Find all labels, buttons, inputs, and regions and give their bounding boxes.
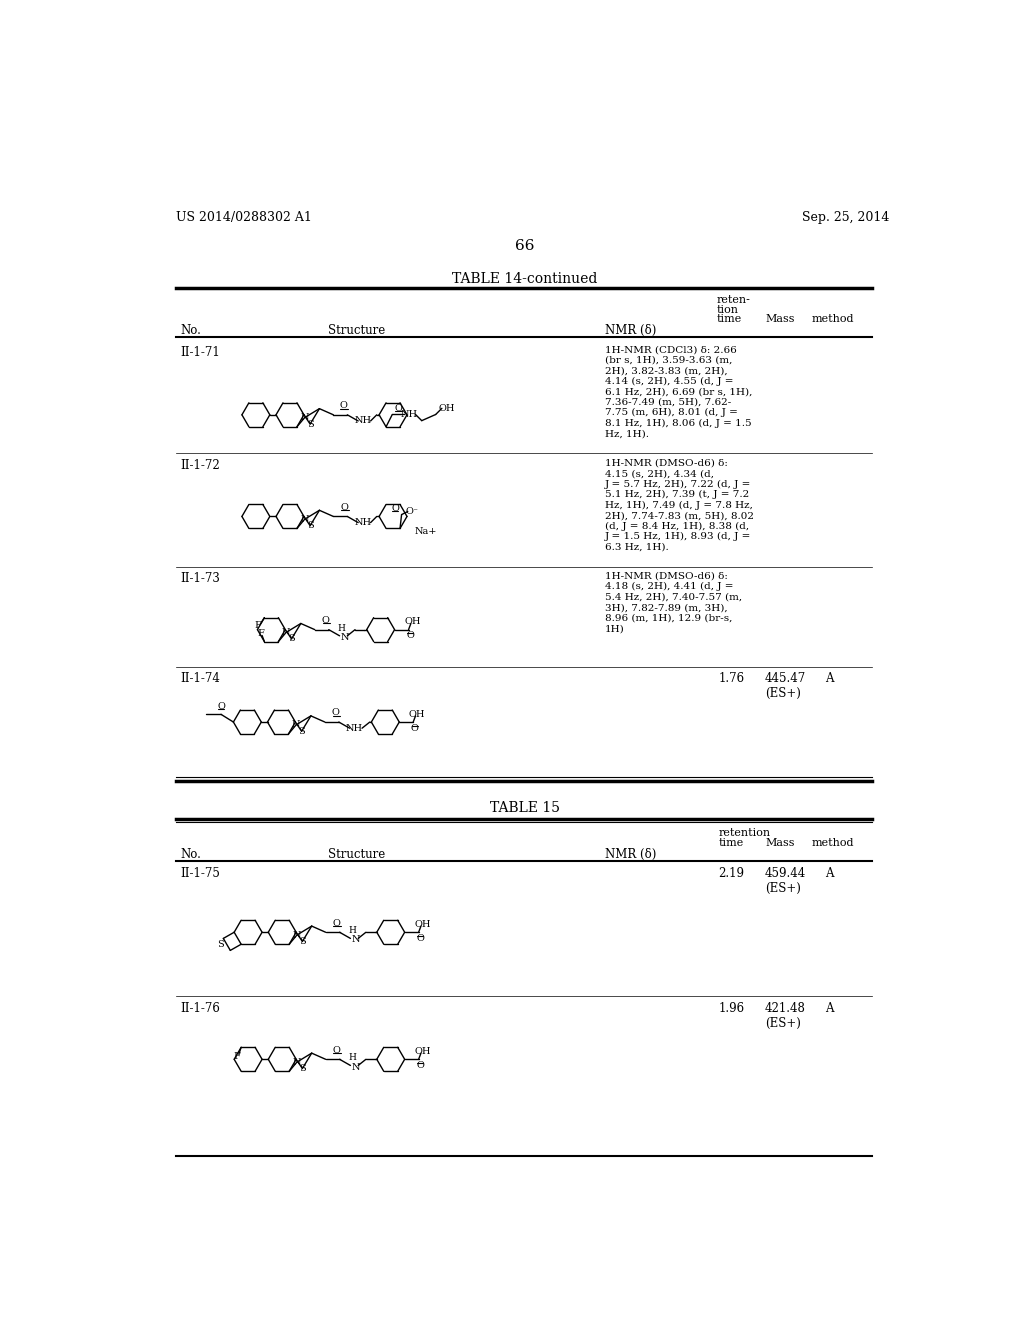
Text: 421.48
(ES+): 421.48 (ES+) — [765, 1002, 806, 1030]
Text: No.: No. — [180, 323, 202, 337]
Text: N: N — [293, 1057, 301, 1067]
Text: S: S — [307, 521, 313, 531]
Text: S: S — [217, 940, 224, 949]
Text: reten-: reten- — [717, 296, 751, 305]
Text: O: O — [340, 503, 348, 512]
Text: II-1-71: II-1-71 — [180, 346, 220, 359]
Text: 459.44
(ES+): 459.44 (ES+) — [765, 867, 806, 895]
Text: OH: OH — [415, 1047, 431, 1056]
Text: O: O — [333, 919, 340, 928]
Text: II-1-73: II-1-73 — [180, 572, 220, 585]
Text: 1.76: 1.76 — [719, 672, 744, 685]
Text: US 2014/0288302 A1: US 2014/0288302 A1 — [176, 211, 312, 224]
Text: OH: OH — [415, 920, 431, 929]
Text: TABLE 14-continued: TABLE 14-continued — [453, 272, 597, 286]
Text: H: H — [348, 1053, 356, 1063]
Text: N: N — [292, 721, 300, 730]
Text: OH: OH — [438, 404, 455, 413]
Text: II-1-76: II-1-76 — [180, 1002, 220, 1015]
Text: A: A — [825, 867, 834, 880]
Text: TABLE 15: TABLE 15 — [489, 801, 560, 816]
Text: II-1-75: II-1-75 — [180, 867, 220, 880]
Text: O: O — [391, 504, 399, 513]
Text: O: O — [333, 1045, 340, 1055]
Text: II-1-72: II-1-72 — [180, 459, 220, 471]
Text: NH: NH — [346, 723, 362, 733]
Text: N: N — [300, 413, 309, 422]
Text: retention: retention — [719, 829, 771, 838]
Text: S: S — [288, 635, 295, 643]
Text: tion: tion — [717, 305, 739, 314]
Text: O: O — [217, 702, 225, 711]
Text: 445.47
(ES+): 445.47 (ES+) — [765, 672, 806, 700]
Text: F: F — [255, 620, 262, 630]
Text: NMR (δ): NMR (δ) — [604, 847, 656, 861]
Text: O: O — [332, 709, 340, 717]
Text: O: O — [416, 935, 424, 942]
Text: 2.19: 2.19 — [719, 867, 744, 880]
Text: NH: NH — [354, 519, 372, 527]
Text: 66: 66 — [515, 239, 535, 253]
Text: 1H-NMR (DMSO-d6) δ:
4.15 (s, 2H), 4.34 (d,
J = 5.7 Hz, 2H), 7.22 (d, J =
5.1 Hz,: 1H-NMR (DMSO-d6) δ: 4.15 (s, 2H), 4.34 (… — [604, 459, 754, 552]
Text: S: S — [298, 727, 305, 735]
Text: N: N — [300, 515, 309, 524]
Text: A: A — [825, 1002, 834, 1015]
Text: method: method — [812, 314, 854, 323]
Text: NH: NH — [400, 411, 418, 418]
Text: 1.96: 1.96 — [719, 1002, 744, 1015]
Text: O: O — [394, 404, 402, 413]
Text: N: N — [282, 628, 291, 638]
Text: F: F — [233, 1052, 241, 1061]
Text: H: H — [337, 623, 345, 632]
Text: O: O — [416, 1061, 424, 1071]
Text: N: N — [293, 931, 301, 940]
Text: O: O — [407, 631, 414, 640]
Text: Structure: Structure — [328, 847, 385, 861]
Text: 1H-NMR (DMSO-d6) δ:
4.18 (s, 2H), 4.41 (d, J =
5.4 Hz, 2H), 7.40-7.57 (m,
3H), 7: 1H-NMR (DMSO-d6) δ: 4.18 (s, 2H), 4.41 (… — [604, 572, 741, 634]
Text: Mass: Mass — [765, 314, 795, 323]
Text: time: time — [719, 838, 743, 847]
Text: Na+: Na+ — [415, 528, 437, 536]
Text: No.: No. — [180, 847, 202, 861]
Text: O⁻: O⁻ — [406, 507, 419, 516]
Text: O: O — [411, 723, 419, 733]
Text: NH: NH — [354, 417, 372, 425]
Text: Mass: Mass — [765, 838, 795, 847]
Text: S: S — [299, 1064, 306, 1073]
Text: O: O — [322, 616, 330, 624]
Text: A: A — [825, 672, 834, 685]
Text: Structure: Structure — [328, 323, 385, 337]
Text: OH: OH — [409, 710, 425, 719]
Text: 1H-NMR (CDCl3) δ: 2.66
(br s, 1H), 3.59-3.63 (m,
2H), 3.82-3.83 (m, 2H),
4.14 (s: 1H-NMR (CDCl3) δ: 2.66 (br s, 1H), 3.59-… — [604, 346, 752, 438]
Text: N: N — [351, 936, 360, 944]
Text: S: S — [299, 937, 306, 946]
Text: time: time — [717, 314, 742, 323]
Text: S: S — [307, 420, 313, 429]
Text: OH: OH — [404, 618, 421, 627]
Text: method: method — [812, 838, 854, 847]
Text: F: F — [257, 630, 264, 639]
Text: O: O — [340, 401, 347, 411]
Text: N: N — [341, 632, 349, 642]
Text: II-1-74: II-1-74 — [180, 672, 220, 685]
Text: H: H — [348, 927, 356, 935]
Text: N: N — [351, 1063, 360, 1072]
Text: Sep. 25, 2014: Sep. 25, 2014 — [802, 211, 890, 224]
Text: NMR (δ): NMR (δ) — [604, 323, 656, 337]
